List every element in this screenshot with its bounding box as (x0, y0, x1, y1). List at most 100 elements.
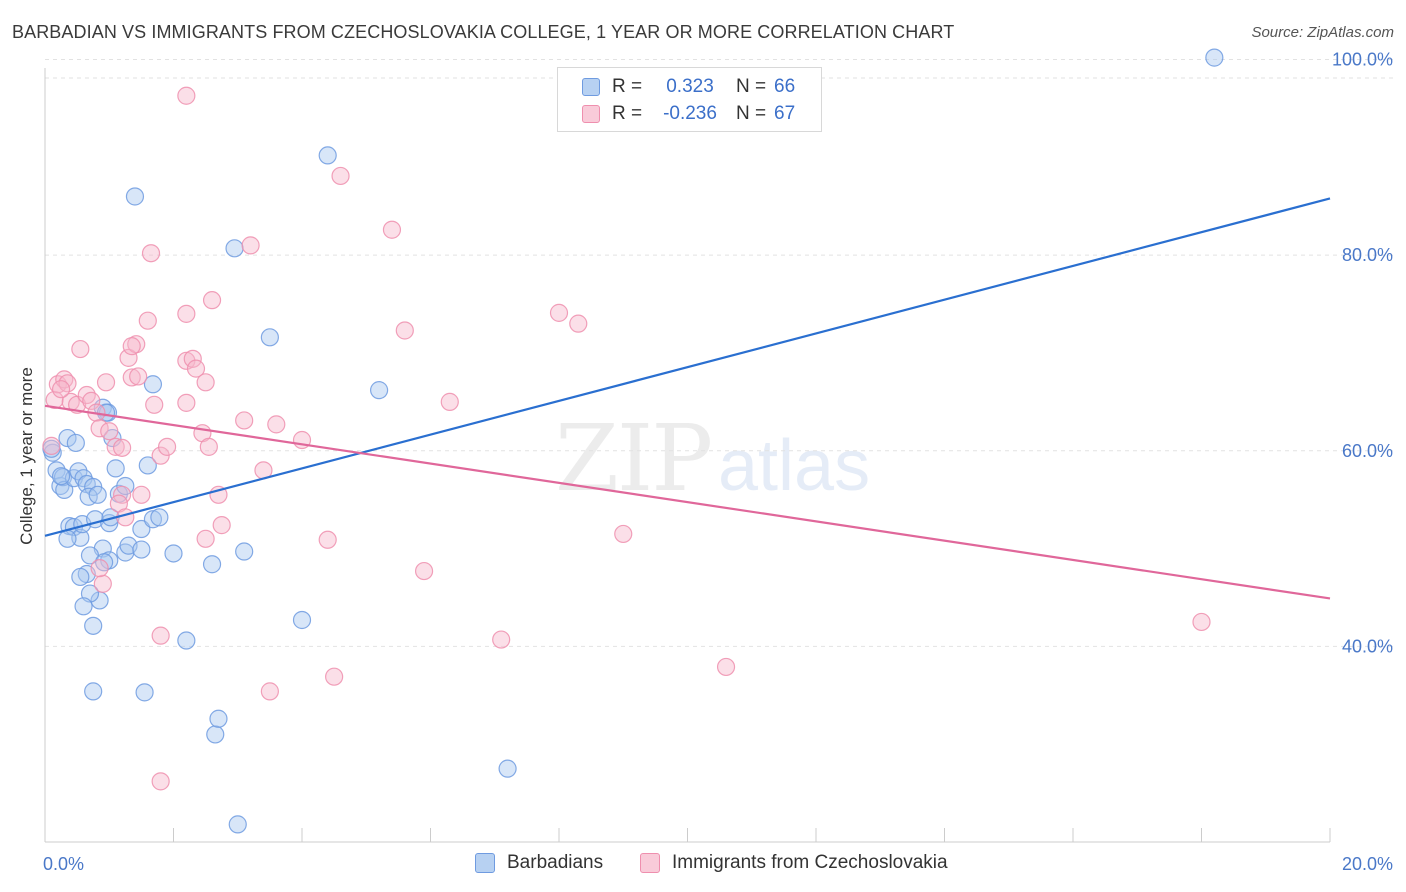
data-point (549, 303, 569, 322)
x-tick-label: 0.0% (43, 854, 84, 874)
data-point (119, 348, 138, 367)
data-point (151, 626, 170, 645)
data-point (716, 657, 736, 677)
data-point (122, 337, 141, 356)
data-point (235, 542, 254, 561)
data-point (1192, 612, 1211, 632)
data-point (260, 328, 279, 347)
data-point (141, 244, 161, 263)
series-legend: Barbadians Immigrants from Czechoslovaki… (0, 852, 1406, 878)
data-point (106, 459, 125, 478)
data-point (112, 438, 132, 457)
data-point (135, 683, 154, 702)
czechoslovakia-points (42, 86, 1211, 791)
data-point (186, 359, 206, 378)
data-point (164, 544, 183, 563)
data-point (177, 304, 196, 323)
data-point (122, 368, 141, 387)
data-point (1205, 48, 1224, 67)
data-point (318, 530, 337, 549)
data-point (51, 467, 71, 486)
data-point (157, 437, 177, 456)
data-point (292, 610, 312, 630)
data-point (228, 815, 247, 834)
series-label-barbadians: Barbadians (507, 852, 604, 873)
series-legend-barbadians: Barbadians (475, 852, 603, 874)
data-point (132, 540, 151, 559)
data-point (241, 236, 260, 255)
data-point (202, 291, 222, 310)
data-point (260, 682, 279, 701)
chart-title: BARBADIAN VS IMMIGRANTS FROM CZECHOSLOVA… (12, 22, 955, 42)
legend-r-value: -0.236 (663, 103, 717, 124)
data-point (177, 631, 196, 650)
legend-row-czechoslovakia: R = -0.236 N = 67 (582, 101, 795, 127)
trend-lines (44, 197, 1331, 600)
data-point (138, 456, 157, 475)
legend-r-label: R = (612, 103, 643, 124)
data-point (569, 314, 588, 333)
trend-line-barbadians (44, 197, 1331, 537)
legend-n-label: N = (736, 103, 767, 124)
data-point (84, 616, 103, 635)
data-point (71, 528, 90, 547)
y-tick-label: 100.0% (1332, 50, 1393, 70)
data-point (88, 485, 107, 504)
data-point (177, 351, 196, 370)
legend-r-value: 0.323 (666, 76, 714, 97)
data-point (58, 529, 77, 548)
data-point (96, 373, 116, 392)
data-point (267, 415, 286, 434)
data-point (90, 559, 109, 578)
legend-n-value: 67 (774, 103, 796, 124)
data-point (84, 682, 103, 701)
legend-n-value: 66 (774, 76, 796, 97)
data-point (414, 561, 434, 581)
data-point (74, 597, 93, 616)
data-point (331, 166, 350, 186)
y-tick-label: 80.0% (1342, 245, 1393, 265)
legend-n-label: N = (736, 76, 767, 97)
tick-labels: 40.0% 60.0% 80.0% 100.0% 0.0% 20.0% (43, 50, 1393, 874)
data-point (100, 422, 119, 441)
barbadians-points (42, 48, 1224, 834)
legend-r-label: R = (612, 76, 643, 97)
data-point (202, 555, 222, 574)
trend-line-czechoslovakia (44, 404, 1331, 600)
data-point (177, 393, 196, 412)
series-swatch-blue (475, 853, 495, 873)
source-label: Source: ZipAtlas.com (1251, 24, 1394, 41)
data-point (71, 339, 90, 359)
data-point (45, 390, 64, 410)
data-point (151, 772, 170, 791)
data-point (143, 375, 163, 394)
data-point (145, 395, 164, 414)
data-point (66, 433, 85, 453)
data-point (79, 487, 98, 506)
legend-row-barbadians: R = 0.323 N = 66 (582, 74, 795, 100)
data-point (42, 436, 61, 455)
data-point (196, 529, 215, 548)
data-point (82, 391, 101, 410)
data-point (125, 187, 145, 206)
correlation-legend: R = 0.323 N = 66 R = -0.236 N = 67 (557, 67, 822, 132)
watermark-atlas: atlas (718, 426, 871, 506)
data-point (614, 524, 633, 544)
y-axis-title: College, 1 year or more (17, 367, 36, 545)
legend-swatch-pink (582, 105, 600, 123)
data-point (138, 311, 157, 330)
y-tick-label: 40.0% (1342, 636, 1393, 656)
data-point (177, 86, 196, 105)
axes (44, 68, 1331, 843)
data-point (325, 667, 344, 686)
data-point (225, 239, 244, 258)
x-tick-label: 20.0% (1342, 854, 1393, 874)
data-point (132, 519, 151, 539)
data-point (440, 392, 459, 411)
data-point (498, 759, 517, 778)
data-point (55, 480, 74, 500)
data-point (212, 516, 231, 535)
data-point (206, 725, 225, 744)
data-point (132, 485, 151, 504)
